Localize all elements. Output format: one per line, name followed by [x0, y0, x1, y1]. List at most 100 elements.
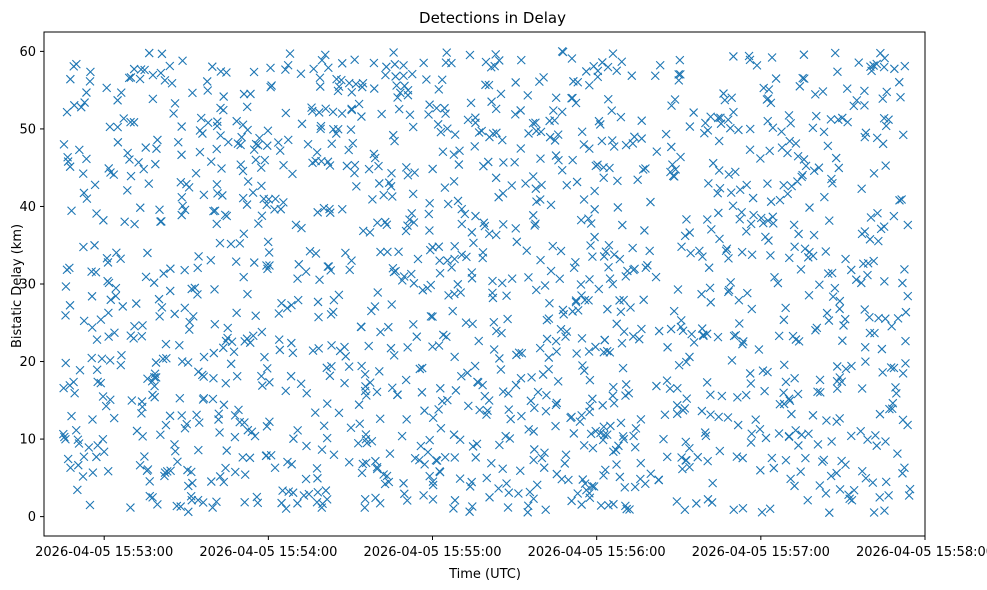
data-point — [65, 300, 75, 310]
data-point — [394, 104, 404, 114]
data-point — [248, 188, 258, 198]
data-point — [243, 177, 253, 186]
data-point — [408, 122, 418, 132]
data-point — [406, 269, 416, 279]
data-point — [856, 278, 866, 288]
data-point — [425, 100, 434, 110]
data-point — [271, 194, 280, 204]
data-point — [496, 89, 506, 99]
data-point — [347, 87, 357, 97]
data-point — [327, 361, 336, 371]
data-point — [245, 453, 255, 463]
data-point — [826, 114, 836, 124]
data-point — [196, 113, 206, 123]
data-point — [889, 363, 899, 373]
data-point — [165, 286, 175, 296]
data-point — [482, 410, 491, 420]
data-point — [162, 467, 172, 476]
data-point — [666, 324, 676, 334]
data-point — [425, 471, 435, 481]
data-point — [879, 62, 889, 72]
data-point — [542, 315, 552, 325]
data-point — [703, 494, 713, 504]
data-point — [402, 415, 412, 424]
data-point — [394, 247, 403, 257]
data-point — [566, 413, 575, 423]
data-point — [350, 160, 360, 170]
data-point — [796, 467, 806, 477]
data-point — [253, 219, 263, 229]
data-point — [536, 154, 545, 164]
data-point — [713, 332, 723, 342]
data-point — [193, 263, 203, 273]
data-point — [586, 429, 596, 439]
data-point — [222, 211, 232, 221]
data-point — [586, 241, 595, 250]
data-point — [457, 250, 467, 260]
data-point — [266, 63, 275, 73]
data-point — [457, 204, 467, 214]
data-point — [98, 215, 108, 225]
data-point — [822, 416, 831, 425]
data-point — [155, 430, 165, 440]
data-point — [212, 144, 222, 154]
data-point — [768, 212, 778, 222]
data-point — [555, 274, 565, 284]
data-point — [536, 127, 546, 137]
data-point — [516, 373, 526, 383]
data-point — [176, 502, 186, 511]
data-point — [286, 338, 296, 348]
data-point — [407, 209, 417, 218]
data-point — [796, 264, 806, 274]
points-layer — [58, 47, 915, 518]
data-point — [512, 350, 521, 360]
data-point — [310, 408, 320, 418]
data-point — [585, 407, 594, 417]
data-point — [402, 496, 412, 505]
data-point — [119, 114, 129, 123]
data-point — [432, 103, 441, 113]
data-point — [784, 432, 794, 442]
data-point — [73, 435, 83, 445]
data-point — [69, 100, 79, 110]
data-point — [140, 65, 150, 75]
data-point — [714, 412, 724, 422]
data-point — [517, 348, 527, 358]
data-point — [741, 226, 751, 236]
data-point — [111, 248, 121, 258]
data-point — [266, 450, 276, 460]
data-point — [503, 503, 513, 512]
data-point — [215, 238, 225, 248]
data-point — [113, 95, 122, 105]
data-point — [568, 307, 577, 316]
data-point — [161, 353, 171, 363]
data-point — [468, 319, 477, 329]
data-point — [487, 97, 496, 107]
data-point — [783, 189, 793, 199]
data-point — [600, 335, 610, 345]
data-point — [358, 78, 368, 88]
data-point — [584, 214, 593, 224]
data-point — [362, 438, 372, 448]
data-point — [595, 120, 605, 129]
data-point — [65, 162, 75, 172]
data-point — [703, 456, 713, 466]
data-point — [141, 272, 151, 282]
data-point — [672, 383, 682, 393]
data-point — [231, 257, 241, 267]
data-point — [691, 499, 701, 508]
x-tick-label: 2026-04-05 15:57:00 — [692, 545, 830, 560]
data-point — [113, 137, 123, 147]
data-point — [71, 59, 81, 69]
data-point — [329, 450, 339, 460]
data-point — [621, 140, 631, 150]
data-point — [238, 166, 248, 176]
data-point — [837, 113, 847, 123]
data-point — [585, 493, 595, 503]
data-point — [194, 251, 203, 261]
data-point — [540, 281, 550, 290]
data-point — [287, 459, 297, 469]
data-point — [275, 146, 285, 155]
data-point — [262, 141, 272, 151]
data-point — [478, 380, 488, 390]
